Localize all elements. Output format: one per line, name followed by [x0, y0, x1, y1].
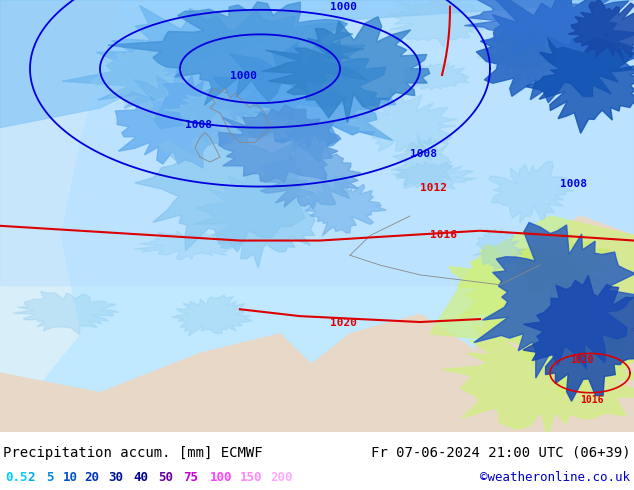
Text: 1000: 1000: [230, 71, 257, 80]
Polygon shape: [474, 222, 634, 378]
Text: 1016: 1016: [580, 394, 604, 405]
Polygon shape: [213, 115, 291, 142]
Text: 1012: 1012: [420, 183, 447, 194]
Polygon shape: [392, 162, 476, 192]
Polygon shape: [443, 318, 634, 437]
Text: Fr 07-06-2024 21:00 UTC (06+39): Fr 07-06-2024 21:00 UTC (06+39): [372, 446, 631, 460]
Text: 200: 200: [270, 471, 292, 484]
Polygon shape: [391, 133, 452, 189]
Polygon shape: [194, 167, 318, 269]
Text: Precipitation accum. [mm] ECMWF: Precipitation accum. [mm] ECMWF: [3, 446, 262, 460]
Polygon shape: [389, 0, 489, 47]
Text: 0.5: 0.5: [5, 471, 27, 484]
Polygon shape: [0, 0, 120, 432]
Text: 10: 10: [63, 471, 78, 484]
Text: ©weatheronline.co.uk: ©weatheronline.co.uk: [480, 471, 630, 484]
Polygon shape: [473, 228, 526, 270]
Bar: [0, 0, 634, 285]
Polygon shape: [259, 136, 361, 209]
Polygon shape: [218, 105, 341, 183]
Polygon shape: [449, 242, 594, 330]
Polygon shape: [346, 87, 457, 160]
Text: 1020: 1020: [330, 318, 357, 328]
Polygon shape: [135, 125, 314, 252]
Text: 75: 75: [183, 471, 198, 484]
Polygon shape: [476, 0, 634, 103]
Polygon shape: [399, 64, 469, 90]
Polygon shape: [306, 175, 386, 236]
Text: 40: 40: [133, 471, 148, 484]
Polygon shape: [450, 216, 634, 432]
Polygon shape: [134, 231, 236, 260]
Text: 150: 150: [240, 471, 262, 484]
Text: 1016: 1016: [430, 230, 457, 240]
Polygon shape: [115, 68, 269, 168]
Polygon shape: [568, 0, 634, 60]
Text: 1008: 1008: [410, 149, 437, 159]
Text: 100: 100: [210, 471, 233, 484]
Text: 1020: 1020: [570, 355, 593, 365]
Text: 1000: 1000: [330, 2, 357, 12]
Polygon shape: [523, 275, 634, 401]
Polygon shape: [262, 17, 430, 123]
Polygon shape: [489, 161, 573, 223]
Polygon shape: [172, 295, 252, 336]
Polygon shape: [163, 91, 271, 128]
Polygon shape: [62, 5, 365, 136]
Polygon shape: [207, 36, 396, 163]
Polygon shape: [489, 26, 557, 87]
Polygon shape: [108, 2, 368, 105]
Polygon shape: [465, 0, 616, 56]
Polygon shape: [0, 334, 320, 432]
Text: 1008: 1008: [185, 120, 212, 130]
Polygon shape: [13, 292, 119, 335]
Text: 1008: 1008: [560, 178, 587, 189]
Polygon shape: [477, 37, 558, 71]
Text: 50: 50: [158, 471, 173, 484]
Text: 30: 30: [108, 471, 123, 484]
Text: 2: 2: [27, 471, 34, 484]
Text: 5: 5: [46, 471, 53, 484]
Polygon shape: [526, 33, 634, 133]
Polygon shape: [0, 0, 634, 127]
Polygon shape: [430, 216, 634, 353]
Text: 20: 20: [84, 471, 99, 484]
Polygon shape: [516, 307, 634, 394]
Polygon shape: [91, 39, 189, 110]
Polygon shape: [510, 227, 612, 299]
Polygon shape: [200, 314, 480, 432]
